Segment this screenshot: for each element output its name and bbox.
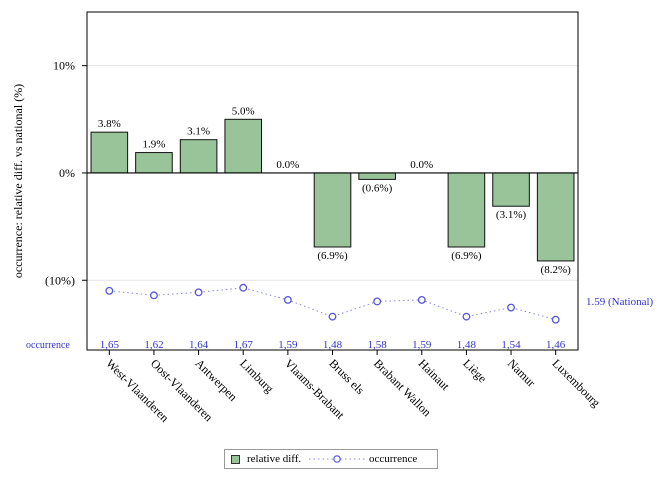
bar-data-label: (3.1%) xyxy=(496,209,527,221)
occurrence-value-label: 1,59 xyxy=(278,339,298,351)
occurrence-value-label: 1,64 xyxy=(189,339,209,351)
occurrence-value-label: 1,65 xyxy=(100,339,120,351)
occurrence-value-label: 1,54 xyxy=(501,339,521,351)
bar-relative-diff xyxy=(447,172,486,248)
occurrence-row-label: occurrence xyxy=(26,340,70,351)
occurrence-point xyxy=(551,315,560,324)
bar-data-label: 3.8% xyxy=(98,118,121,130)
bar-data-label: (6.9%) xyxy=(317,250,348,262)
occurrence-point xyxy=(150,291,158,300)
y-axis-label: occurrence: relative diff. vs national (… xyxy=(11,84,25,278)
occurrence-point xyxy=(328,312,337,321)
national-reference-label: 1.59 (National) xyxy=(586,296,654,308)
x-tick-label: Antwerpen xyxy=(192,356,240,404)
occurrence-point xyxy=(239,283,248,292)
occurrence-value-label: 1,48 xyxy=(457,339,477,351)
occurrence-point xyxy=(507,303,515,312)
x-tick-label: Limburg xyxy=(237,356,276,395)
bar-relative-diff xyxy=(179,139,218,174)
bar-data-label: 1.9% xyxy=(142,139,165,151)
bar-relative-diff xyxy=(90,131,129,174)
bar-data-label: 5.0% xyxy=(232,105,255,117)
bar-relative-diff xyxy=(492,172,530,207)
occurrence-point xyxy=(194,288,203,297)
y-tick-label: (10%) xyxy=(45,273,75,287)
occurrence-value-label: 1,67 xyxy=(234,339,254,351)
occurrence-point xyxy=(462,312,471,321)
occurrence-point xyxy=(105,286,114,295)
x-tick-label: Liège xyxy=(460,356,489,385)
legend-swatch-relative-diff xyxy=(231,455,240,464)
y-tick-label: 0% xyxy=(59,166,75,180)
x-tick-label: Bruss els xyxy=(326,356,367,397)
x-tick-label: Hainaut xyxy=(416,356,453,393)
occurrence-value-label: 1,62 xyxy=(144,339,163,351)
bar-relative-diff xyxy=(135,152,173,174)
bar-data-label: (8.2%) xyxy=(541,264,572,276)
occurrence-value-label: 1,46 xyxy=(546,339,566,351)
bar-data-label: 0.0% xyxy=(410,159,433,171)
occurrence-point xyxy=(417,295,426,304)
bar-relative-diff xyxy=(224,118,263,174)
bar-data-label: (6.9%) xyxy=(451,250,482,262)
occurrence-value-label: 1,58 xyxy=(368,339,388,351)
chart-legend: relative diff. occurrence xyxy=(224,449,438,469)
occurrence-value-label: 1,48 xyxy=(323,339,343,351)
bar-relative-diff xyxy=(536,172,575,262)
y-tick-label: 10% xyxy=(53,59,75,73)
bar-relative-diff xyxy=(313,172,352,248)
bar-relative-diff xyxy=(358,172,396,180)
occurrence-line xyxy=(109,287,556,321)
occurrence-point xyxy=(283,295,292,304)
bar-data-label: (0.6%) xyxy=(362,182,393,194)
legend-line-occurrence-icon xyxy=(309,455,365,463)
bar-data-label: 3.1% xyxy=(187,126,210,138)
legend-label-occurrence: occurrence xyxy=(369,453,418,465)
x-tick-label: Namur xyxy=(505,356,538,389)
bar-data-label: 0.0% xyxy=(276,159,299,171)
x-tick-label: Luxembourg xyxy=(550,356,604,410)
occurrence-point xyxy=(373,297,382,306)
legend-label-relative-diff: relative diff. xyxy=(247,453,302,465)
occurrence-value-label: 1,59 xyxy=(412,339,432,351)
